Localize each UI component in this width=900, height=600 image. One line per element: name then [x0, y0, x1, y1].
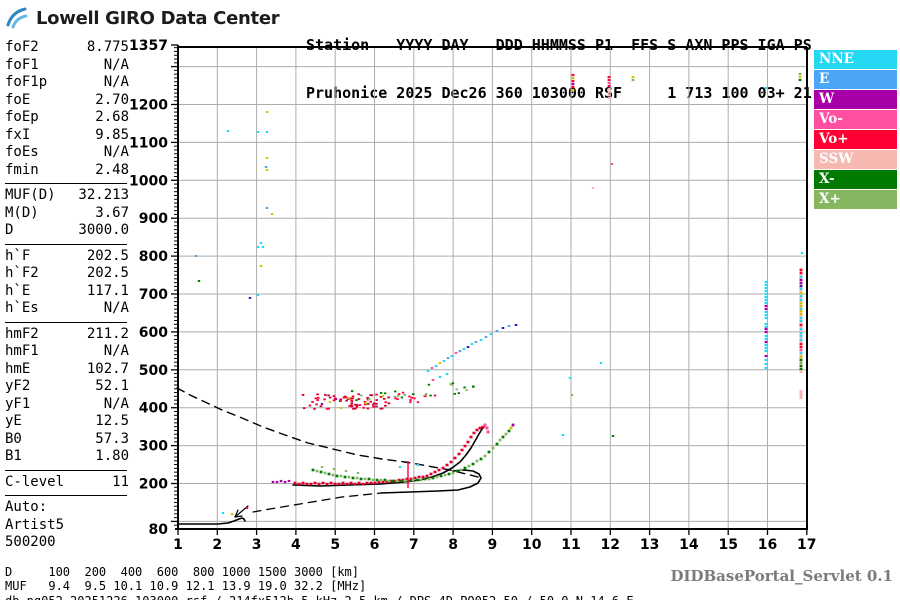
- param-row-foes: foEs N/A: [5, 144, 129, 160]
- param-row-hmf2: hmF2 211.2: [5, 325, 129, 342]
- param-row-fmin: fmin 2.48: [5, 161, 129, 178]
- param-row-ye: yE 12.5: [5, 413, 129, 429]
- y-tick-label: 1200: [129, 97, 168, 113]
- x-tick-label: 16: [758, 537, 777, 553]
- x-tick-label: 11: [561, 537, 580, 553]
- y-tick-label: 1100: [129, 135, 168, 151]
- x-tick-label: 4: [291, 537, 301, 553]
- x-tick-label: 6: [370, 537, 380, 553]
- x-tick-label: 1: [173, 537, 183, 553]
- legend-item-vo+: Vo+: [814, 130, 897, 149]
- param-row-fof1p: foF1p N/A: [5, 74, 129, 90]
- x-tick-label: 10: [522, 537, 542, 553]
- legend-item-x+: X+: [814, 190, 897, 209]
- y-tick-label: 900: [139, 211, 168, 227]
- param-separator: [5, 183, 127, 184]
- auto-scaler-line: Auto:: [5, 499, 48, 515]
- param-row-hf: h`F 202.5: [5, 247, 129, 264]
- param-separator: [5, 243, 127, 245]
- param-row-fof2: foF2 8.775: [5, 39, 129, 55]
- param-separator: [5, 495, 127, 496]
- x-tick-label: 2: [212, 537, 222, 553]
- legend-item-w: W: [814, 90, 897, 109]
- logo-text: Lowell GIRO Data Center: [36, 7, 280, 29]
- legend-item-nne: NNE: [814, 50, 897, 69]
- y-tick-label: 1000: [129, 173, 168, 189]
- y-tick-label: 700: [139, 287, 168, 303]
- y-tick-label: 80: [149, 522, 169, 538]
- param-row-he: h`E 117.1: [5, 282, 129, 299]
- x-tick-label: 8: [448, 537, 458, 553]
- x-tick-label: 13: [640, 537, 659, 553]
- x-tick-label: 14: [679, 537, 699, 553]
- echo-direction-legend: NNE E W Vo- Vo+ SSW X- X+: [814, 50, 897, 210]
- param-row-hf2: h`F2 202.5: [5, 265, 129, 281]
- y-tick-label: 200: [139, 477, 168, 493]
- param-row-hes: h`Es N/A: [5, 300, 129, 316]
- param-row-fxi: fxI 9.85: [5, 126, 129, 143]
- param-row-md: M(D) 3.67: [5, 204, 129, 221]
- param-row-yf1: yF1 N/A: [5, 395, 129, 412]
- legend-item-vo-: Vo-: [814, 110, 897, 129]
- param-row-hme: hmE 102.7: [5, 360, 129, 377]
- x-tick-label: 7: [409, 537, 419, 553]
- param-row-mufd: MUF(D) 32.213: [5, 187, 129, 203]
- x-tick-label: 5: [330, 537, 340, 553]
- x-tick-label: 15: [718, 537, 737, 553]
- muf-row: MUF 9.4 9.5 10.1 10.9 12.1 13.9 19.0 32.…: [5, 579, 367, 593]
- x-tick-label: 9: [488, 537, 498, 553]
- param-row-d: D 3000.0: [5, 222, 129, 238]
- servlet-version-label: DIDBasePortal_Servlet 0.1: [670, 567, 893, 585]
- legend-item-ssw: SSW: [814, 150, 897, 169]
- x-tick-label: 12: [601, 537, 620, 553]
- x-tick-label: 3: [252, 537, 262, 553]
- param-row-yf2: yF2 52.1: [5, 378, 129, 394]
- param-row-clevel: C-level 11: [5, 473, 129, 490]
- auto-scaler-line: 500200: [5, 534, 56, 550]
- scaled-parameters-panel: foF2 8.775 foF1 N/A foF1p N/A foE 2.70 foEp 2.68 f…: [5, 39, 129, 552]
- legend-item-e: E: [814, 70, 897, 89]
- param-row-hmf1: hmF1 N/A: [5, 343, 129, 359]
- distance-row: D 100 200 400 600 800 1000 1500 3000 [km…: [5, 565, 360, 579]
- param-row-foe: foE 2.70: [5, 91, 129, 108]
- lowell-giro-logo[interactable]: Lowell GIRO Data Center: [6, 5, 280, 31]
- auto-scaler-line: Artist5: [5, 516, 65, 533]
- param-row-foep: foEp 2.68: [5, 109, 129, 125]
- param-row-b1: B1 1.80: [5, 448, 129, 464]
- station-header: Station YYYY DAY DDD HHMMSS P1 FFS S AXN…: [306, 5, 812, 133]
- legend-item-x-: X-: [814, 170, 897, 189]
- measurement-status-line: db pq052 20251226 103000.rsf / 214fx512h…: [5, 594, 634, 600]
- y-tick-label: 300: [139, 439, 168, 455]
- param-separator: [5, 469, 127, 471]
- param-row-b0: B0 57.3: [5, 430, 129, 447]
- y-tick-label: 1357: [129, 38, 168, 54]
- y-tick-label: 500: [139, 363, 168, 379]
- x-tick-label: 17: [797, 537, 816, 553]
- y-tick-label: 600: [139, 325, 168, 341]
- station-header-line1: Station YYYY DAY DDD HHMMSS P1 FFS S AXN…: [306, 36, 812, 54]
- y-tick-label: 400: [139, 401, 168, 417]
- param-separator: [5, 321, 127, 323]
- y-tick-label: 800: [139, 249, 168, 265]
- logo-wave-icon: [6, 7, 28, 29]
- param-row-fof1: foF1 N/A: [5, 56, 129, 73]
